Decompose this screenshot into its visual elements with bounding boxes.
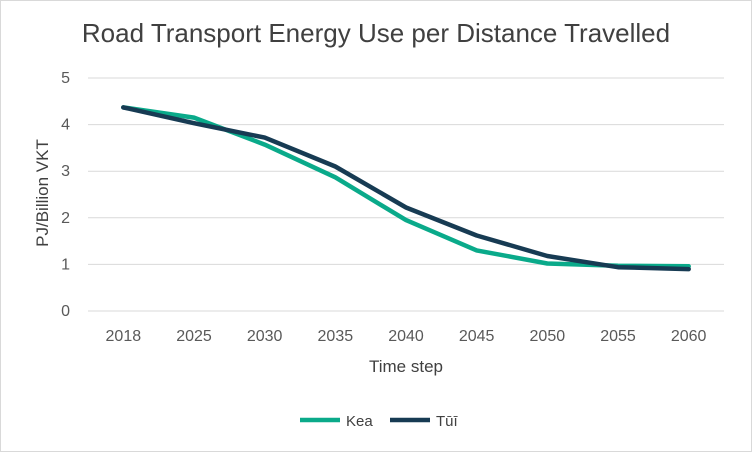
y-tick-labels: 0 1 2 3 4 5 (61, 70, 70, 320)
legend: Kea Tūī (300, 413, 459, 430)
y-tick-label: 5 (61, 70, 70, 87)
y-tick-label: 2 (61, 210, 70, 227)
legend-item: Kea (300, 413, 373, 430)
x-tick-label: 2035 (318, 328, 354, 345)
x-tick-label: 2045 (459, 328, 495, 345)
x-tick-label: 2025 (176, 328, 212, 345)
x-tick-label: 2030 (247, 328, 283, 345)
series-lines (121, 105, 691, 272)
legend-item: Tūī (390, 413, 459, 430)
series-line-1 (121, 105, 691, 272)
x-tick-label: 2060 (671, 328, 707, 345)
x-tick-label: 2050 (530, 328, 566, 345)
y-tick-label: 0 (61, 303, 70, 320)
y-tick-label: 3 (61, 163, 70, 180)
y-axis-label: PJ/Billion VKT (33, 139, 52, 247)
x-tick-labels: 2018 2025 2030 2035 2040 2045 2050 2055 2060 (106, 328, 707, 345)
gridlines (88, 77, 724, 312)
x-axis-label: Time step (369, 357, 443, 376)
legend-label: Kea (346, 413, 373, 430)
x-tick-label: 2040 (388, 328, 424, 345)
x-tick-label: 2018 (106, 328, 142, 345)
series-line-0 (121, 105, 691, 269)
y-tick-label: 4 (61, 117, 70, 134)
x-tick-label: 2055 (600, 328, 636, 345)
legend-label: Tūī (436, 413, 459, 430)
y-tick-label: 1 (61, 256, 70, 273)
chart-title: Road Transport Energy Use per Distance T… (81, 18, 671, 48)
